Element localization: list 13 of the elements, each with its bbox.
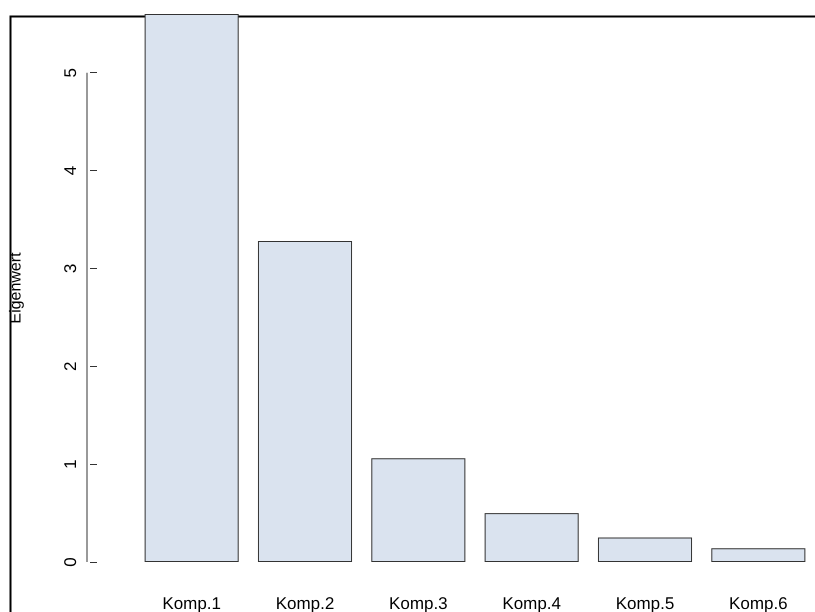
y-tick-label: 3 [61, 264, 80, 274]
bar [144, 14, 239, 562]
bar [711, 548, 806, 562]
y-tick-label: 5 [61, 68, 80, 78]
y-tick-label: 0 [61, 557, 80, 567]
bar [598, 538, 692, 562]
bar [484, 513, 579, 562]
y-tick-label: 1 [61, 459, 80, 469]
y-tick-label: 2 [61, 362, 80, 372]
y-tick-label: 4 [61, 166, 80, 176]
bar [371, 458, 466, 562]
y-axis-title: Eigenwert [8, 252, 24, 324]
bar [258, 241, 352, 562]
